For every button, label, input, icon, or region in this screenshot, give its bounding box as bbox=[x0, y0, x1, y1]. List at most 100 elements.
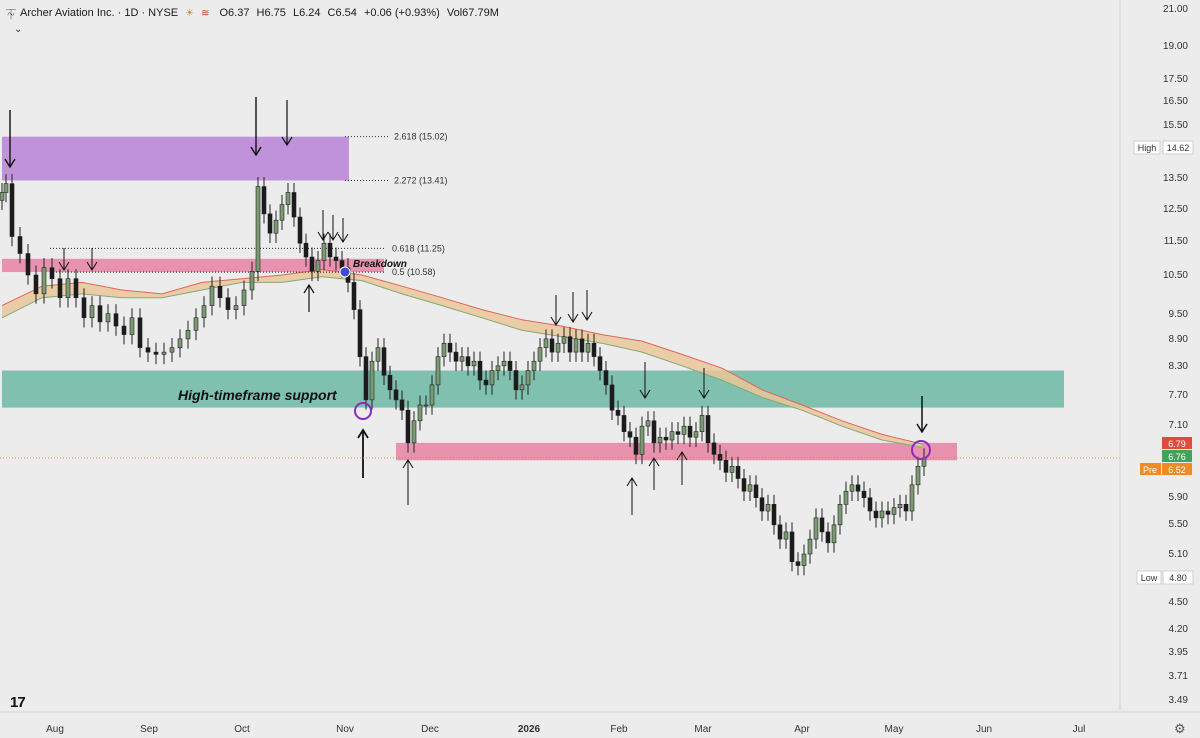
arrow-down-1-head bbox=[4, 158, 16, 169]
y-tick-label: 16.50 bbox=[1163, 96, 1188, 107]
breakdown-marker bbox=[339, 266, 351, 278]
candle-body bbox=[241, 289, 247, 306]
candle-body bbox=[621, 415, 627, 432]
candle-body bbox=[531, 360, 537, 371]
candle-body bbox=[89, 305, 95, 319]
x-tick-label: Dec bbox=[421, 724, 439, 735]
candle-body bbox=[897, 504, 903, 508]
candle-body bbox=[209, 285, 215, 306]
candle-body bbox=[519, 384, 525, 391]
y-tick-label: 13.50 bbox=[1163, 173, 1188, 184]
y-tick-label: 17.50 bbox=[1163, 74, 1188, 85]
candle-body bbox=[699, 415, 705, 432]
wave-flag-icon[interactable]: ≋ bbox=[201, 7, 210, 19]
candle-body bbox=[579, 338, 585, 353]
cloud-band bbox=[2, 269, 922, 448]
candle-body bbox=[233, 305, 239, 310]
x-tick-label: Apr bbox=[794, 724, 810, 735]
ohlc-values: O6.37 H6.75 L6.24 C6.54 +0.06 (+0.93%) V… bbox=[220, 7, 503, 19]
candle-body bbox=[273, 219, 279, 234]
candle-body bbox=[169, 347, 175, 353]
pink-breakdown-zone bbox=[2, 258, 384, 273]
high-badge-label: High bbox=[1138, 143, 1157, 153]
arrow-down-13-head bbox=[698, 389, 710, 399]
x-tick-label: Jun bbox=[976, 724, 992, 735]
candle-body bbox=[285, 192, 291, 205]
open-value: O6.37 bbox=[219, 7, 250, 19]
candle-body bbox=[639, 425, 645, 455]
candle-body bbox=[333, 256, 339, 261]
candle-body bbox=[585, 342, 591, 353]
candle-body bbox=[49, 267, 55, 279]
candle-body bbox=[161, 351, 167, 355]
cloud-lower-line bbox=[1, 276, 923, 448]
candle-body bbox=[573, 338, 579, 353]
candle-body bbox=[843, 490, 849, 505]
candle-body bbox=[759, 497, 765, 512]
tradingview-logo-icon[interactable]: 17 bbox=[10, 694, 26, 711]
breakdown-label: Breakdown bbox=[353, 259, 407, 270]
candle-body bbox=[681, 425, 687, 435]
arrow-down-10-head bbox=[567, 313, 579, 323]
y-tick-label: 3.49 bbox=[1169, 695, 1189, 706]
candle-body bbox=[453, 351, 459, 362]
candle-body bbox=[807, 538, 813, 555]
candle-body bbox=[309, 256, 315, 272]
candle-body bbox=[193, 317, 199, 331]
y-tick-label: 5.10 bbox=[1169, 549, 1189, 560]
candle-body bbox=[543, 338, 549, 348]
price-axis-bg bbox=[1120, 0, 1200, 738]
high-value: H6.75 bbox=[256, 7, 286, 19]
candle-body bbox=[121, 325, 127, 335]
candle-body bbox=[429, 384, 435, 406]
candle-body bbox=[741, 478, 747, 492]
candle-body bbox=[291, 192, 297, 218]
candle-body bbox=[591, 342, 597, 357]
candle-body bbox=[57, 278, 63, 299]
symbol-title[interactable]: Archer Aviation Inc. · 1D · NYSE bbox=[20, 7, 179, 19]
candle-body bbox=[879, 510, 885, 519]
candle-body bbox=[717, 454, 723, 461]
candle-body bbox=[327, 242, 333, 258]
candle-body bbox=[645, 420, 651, 427]
high-badge-value: 14.62 bbox=[1167, 143, 1190, 153]
candle-body bbox=[217, 285, 223, 299]
candle-body bbox=[33, 274, 39, 295]
x-tick-label: Aug bbox=[46, 724, 64, 735]
x-tick-label: Mar bbox=[694, 724, 712, 735]
candle-body bbox=[441, 342, 447, 357]
candle-body bbox=[615, 409, 621, 416]
candle-body bbox=[513, 370, 519, 391]
x-tick-label: Oct bbox=[234, 724, 250, 735]
candle-body bbox=[861, 490, 867, 499]
sun-flag-icon[interactable]: ☀ bbox=[185, 7, 195, 19]
arrow-up-4-head bbox=[626, 477, 638, 487]
candle-body bbox=[597, 356, 603, 371]
candle-body bbox=[81, 297, 87, 319]
candle-body bbox=[113, 313, 119, 327]
candle-body bbox=[663, 436, 669, 441]
x-tick-label: May bbox=[885, 724, 904, 735]
x-tick-label: Nov bbox=[336, 724, 354, 735]
price-badge-6-79: 6.79 bbox=[1168, 439, 1186, 449]
candle-body bbox=[255, 186, 261, 272]
pre-badge-value: 6.52 bbox=[1168, 465, 1186, 475]
y-tick-label: 10.50 bbox=[1163, 270, 1188, 281]
arrow-up-3-head bbox=[402, 459, 414, 469]
candle-body bbox=[693, 431, 699, 438]
change-value: +0.06 (+0.93%) bbox=[363, 7, 440, 19]
candle-body bbox=[555, 342, 561, 353]
candle-body bbox=[711, 442, 717, 455]
y-tick-label: 12.50 bbox=[1163, 204, 1188, 215]
candle-body bbox=[267, 213, 273, 234]
y-tick-label: 7.10 bbox=[1169, 420, 1189, 431]
chevron-down-icon[interactable]: ⌄ bbox=[14, 24, 23, 35]
candle-body bbox=[73, 278, 79, 299]
y-tick-label: 4.20 bbox=[1169, 624, 1189, 635]
gear-icon[interactable]: ⚙ bbox=[1174, 721, 1186, 736]
candle-body bbox=[903, 504, 909, 512]
candle-body bbox=[375, 347, 381, 362]
candle-body bbox=[867, 497, 873, 512]
